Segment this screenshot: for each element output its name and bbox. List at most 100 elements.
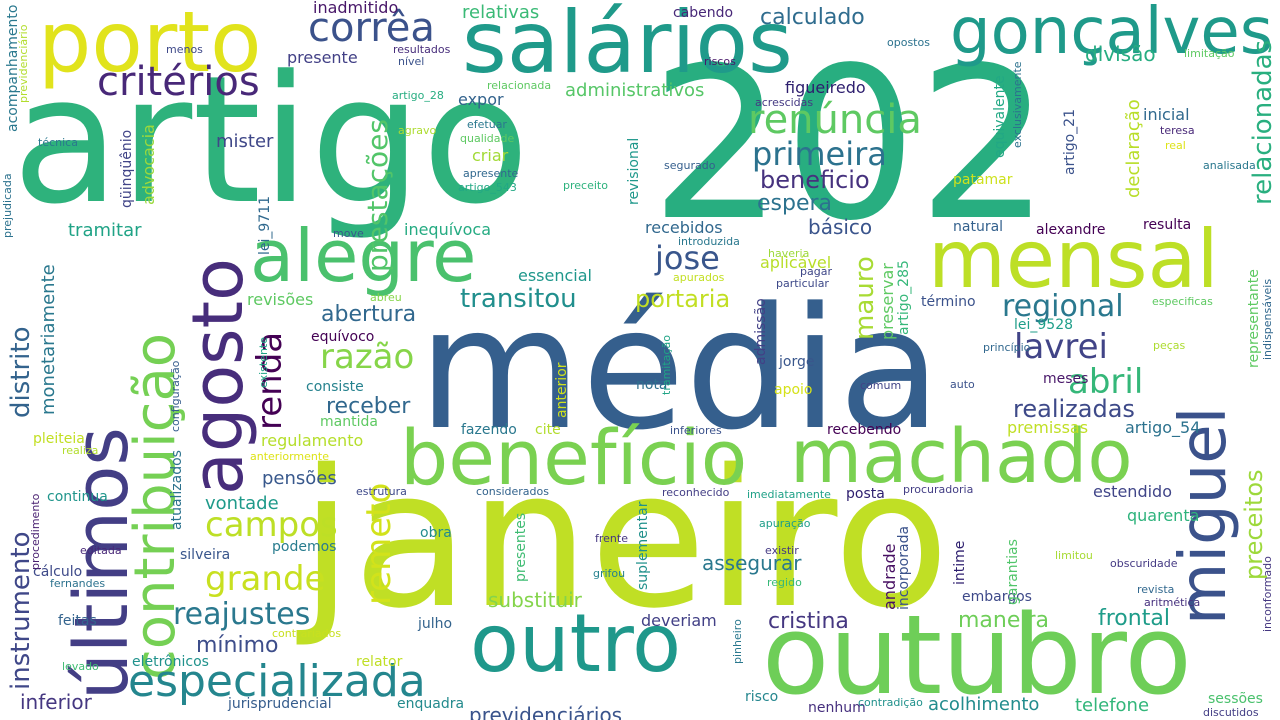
word: haveria <box>768 247 810 260</box>
word: segurado <box>664 159 716 172</box>
word: fazendo <box>461 422 517 438</box>
word: deveriam <box>641 611 717 630</box>
word: salários <box>462 0 793 93</box>
word: anterior <box>554 362 570 418</box>
word: acrescidas <box>755 96 814 109</box>
word: natural <box>953 219 1004 235</box>
word: relativas <box>462 2 540 23</box>
word: auto <box>950 378 975 391</box>
word: julho <box>418 616 453 632</box>
word: revisões <box>247 290 314 309</box>
word: atualizados <box>169 450 185 530</box>
word: qualidade <box>460 132 515 145</box>
word: opostos <box>887 36 930 49</box>
word: mínimo <box>196 633 279 658</box>
word: obra <box>420 525 452 541</box>
word: analisada <box>1203 159 1256 172</box>
word: lavrei <box>1014 327 1108 367</box>
word: menos <box>166 43 203 56</box>
word: inferiores <box>670 424 722 437</box>
word: machado <box>790 414 1133 500</box>
word: relacionadas <box>1248 39 1278 205</box>
word: apuração <box>759 517 811 530</box>
word: premissas <box>1007 418 1089 437</box>
word: expor <box>458 90 504 109</box>
word: frontal <box>1098 606 1170 631</box>
word: posta <box>846 486 885 502</box>
word: transitou <box>460 284 577 314</box>
word: peças <box>1153 339 1186 352</box>
word: tramitação <box>660 335 673 395</box>
word: remeto <box>359 482 399 605</box>
word: artigo_28 <box>392 89 444 102</box>
word: teresa <box>1160 124 1195 137</box>
word: nota <box>636 377 668 393</box>
word: mister <box>216 131 274 152</box>
word: contrariados <box>272 627 342 640</box>
word: exclusivamente <box>1011 61 1024 148</box>
word: resultados <box>393 43 451 56</box>
word: apresente <box>463 167 519 180</box>
word: primeira <box>752 135 887 173</box>
word: regido <box>767 576 802 589</box>
word: podemos <box>272 539 337 555</box>
word: benefício <box>400 413 748 502</box>
word: inequívoca <box>404 220 492 239</box>
word: mantida <box>320 414 378 430</box>
word: qüinqüênio <box>119 129 135 208</box>
word: corrêa <box>308 5 435 51</box>
word: grande <box>205 559 326 599</box>
word: cabendo <box>673 5 734 21</box>
word: cite <box>535 422 561 438</box>
word: levado <box>62 660 99 673</box>
word: essencial <box>518 266 592 285</box>
word: limitou <box>1055 549 1093 562</box>
word: artigo <box>12 38 530 243</box>
word: média <box>418 271 942 467</box>
word: pagar <box>800 265 832 278</box>
word: princípio <box>983 341 1031 354</box>
word: substituir <box>488 588 582 612</box>
word: continua <box>47 489 108 505</box>
word: estendido <box>1093 482 1172 501</box>
word: indispensáveis <box>1261 278 1274 360</box>
word: recebendo <box>827 422 902 438</box>
word: jurisprudencial <box>228 696 332 712</box>
word: vontade <box>205 493 279 514</box>
word: divisão <box>1085 42 1156 66</box>
word: especializada <box>128 656 426 707</box>
word: figueiredo <box>785 78 866 97</box>
word: calculado <box>760 5 865 30</box>
word: aritmética <box>1144 596 1201 609</box>
word: 202 <box>650 22 1051 267</box>
word: especificas <box>1152 295 1213 308</box>
word: relacionada <box>487 79 552 92</box>
word: efetuar <box>467 118 507 131</box>
word: lei_9528 <box>1014 317 1074 333</box>
word: incorporada <box>896 525 912 610</box>
word: grifou <box>593 567 626 580</box>
word: beneficio <box>760 166 870 194</box>
word: nível <box>398 55 425 68</box>
word: prejudicada <box>1 173 14 238</box>
word: consiste <box>306 379 364 395</box>
word: abertura <box>321 302 417 327</box>
word: telefone <box>1075 695 1150 716</box>
word: espera <box>757 191 833 216</box>
word: monetariamente <box>38 264 59 415</box>
word: existir <box>765 544 799 557</box>
word: prestações <box>361 119 394 272</box>
word: sessões <box>1208 691 1263 707</box>
word: término <box>921 294 976 310</box>
word: realizadas <box>1013 395 1135 423</box>
word: procuradoria <box>903 483 974 496</box>
word: embargos <box>962 589 1032 605</box>
word: porto <box>38 0 262 91</box>
word: outubro <box>762 591 1192 719</box>
word: presentes <box>513 512 529 582</box>
word: inadmitido <box>313 0 399 17</box>
word: editada <box>80 544 122 557</box>
word: artigo_543 <box>458 181 517 194</box>
word: existente <box>257 336 270 388</box>
word: recebidos <box>645 218 723 237</box>
